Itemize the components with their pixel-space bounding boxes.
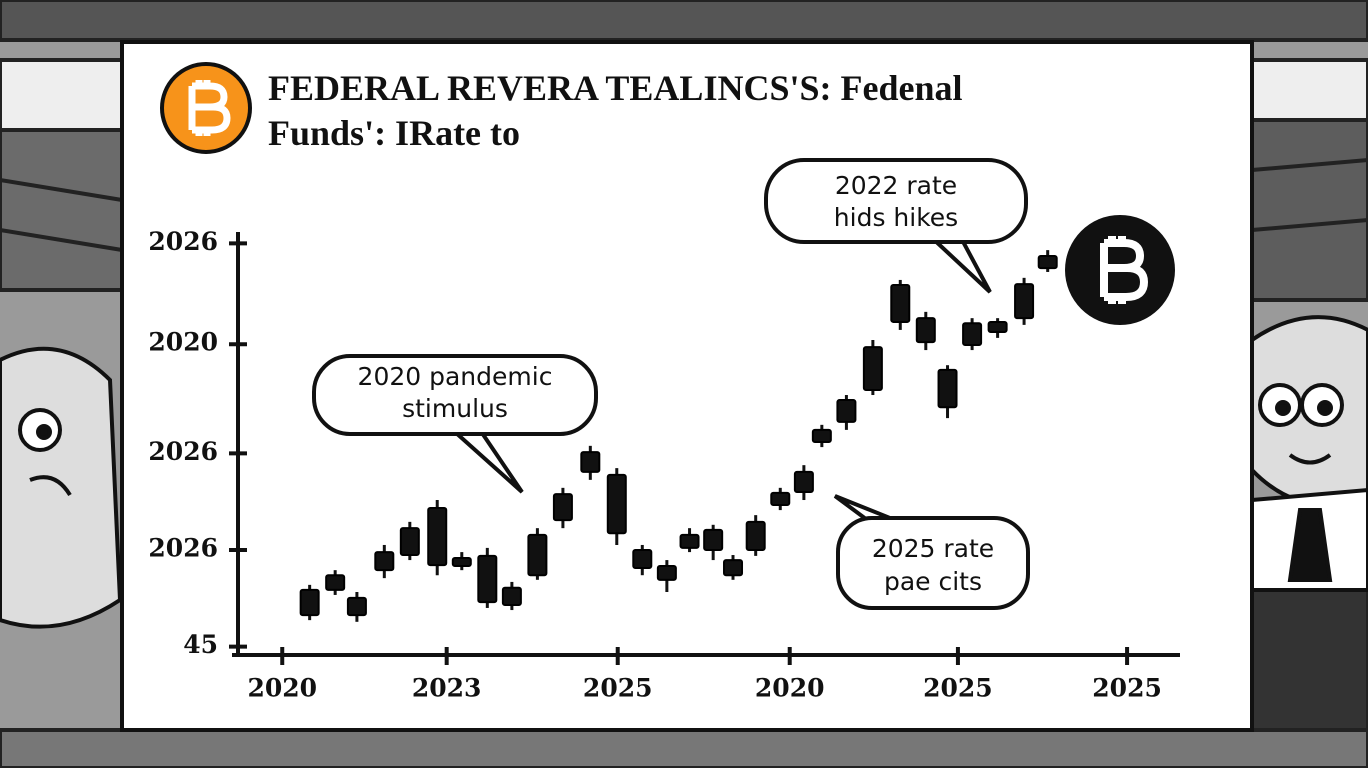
- characters: [0, 315, 1368, 629]
- candle-body: [325, 574, 346, 591]
- x-tick-label: 2020: [755, 674, 825, 703]
- candle-body: [770, 491, 791, 507]
- x-tick-label: 2025: [583, 674, 653, 703]
- y-tick-label: 45: [183, 630, 218, 659]
- candle-body: [552, 493, 573, 522]
- annotation-bubble: 2022 rate hids hikes: [764, 158, 1028, 294]
- bitcoin-logo: [1065, 215, 1175, 325]
- candle-body: [374, 551, 395, 572]
- annotation-bubble: 2020 pandemic stimulus: [312, 354, 598, 494]
- y-tick-label: 2026: [148, 437, 218, 466]
- candle-body: [836, 399, 857, 423]
- candle-body: [915, 317, 936, 344]
- candle-body: [723, 559, 744, 577]
- candle-body: [703, 528, 724, 552]
- candle-body: [477, 554, 498, 604]
- x-tick-label: 2025: [923, 674, 993, 703]
- candle-body: [527, 533, 548, 577]
- annotation-bubble: 2025 rate pae cits: [833, 494, 1030, 610]
- candle-body: [1014, 283, 1035, 320]
- candle-body: [1037, 255, 1058, 270]
- chart-title: FEDERAL REVERA TEALINCS'S: Fedenal: [268, 68, 962, 108]
- candle-body: [656, 564, 677, 581]
- candle-body: [745, 520, 766, 551]
- candle-body: [346, 596, 367, 617]
- candle-body: [987, 320, 1008, 334]
- annotation-text: pae cits: [884, 567, 982, 596]
- chart-subtitle: Funds': IRate to: [268, 113, 520, 153]
- candle-body: [862, 346, 883, 391]
- annotation-text: hids hikes: [834, 203, 958, 232]
- candle-body: [793, 470, 814, 494]
- candle-body: [501, 586, 522, 607]
- x-tick-label: 2025: [1092, 674, 1162, 703]
- candle-body: [632, 549, 653, 570]
- y-tick-label: 2026: [148, 534, 218, 563]
- annotation-text: 2025 rate: [872, 534, 994, 563]
- candle-body: [811, 428, 832, 444]
- candle-body: [937, 368, 958, 409]
- candle-body: [451, 556, 472, 567]
- candle-body: [399, 527, 420, 557]
- y-tick-label: 2020: [148, 328, 218, 357]
- candle-body: [580, 451, 601, 473]
- candle-body: [890, 283, 911, 323]
- candle-body: [962, 322, 983, 347]
- annotation-text: 2020 pandemic: [358, 362, 553, 391]
- x-tick-label: 2023: [412, 674, 482, 703]
- x-tick-label: 2020: [247, 674, 317, 703]
- candle-body: [606, 473, 627, 535]
- annotation-text: 2022 rate: [835, 171, 957, 200]
- bitcoin-logo: [160, 62, 252, 154]
- annotation-text: stimulus: [402, 394, 508, 423]
- candle-body: [299, 588, 320, 617]
- candle-body: [427, 507, 448, 567]
- y-tick-label: 2026: [148, 227, 218, 256]
- candle-body: [679, 533, 700, 549]
